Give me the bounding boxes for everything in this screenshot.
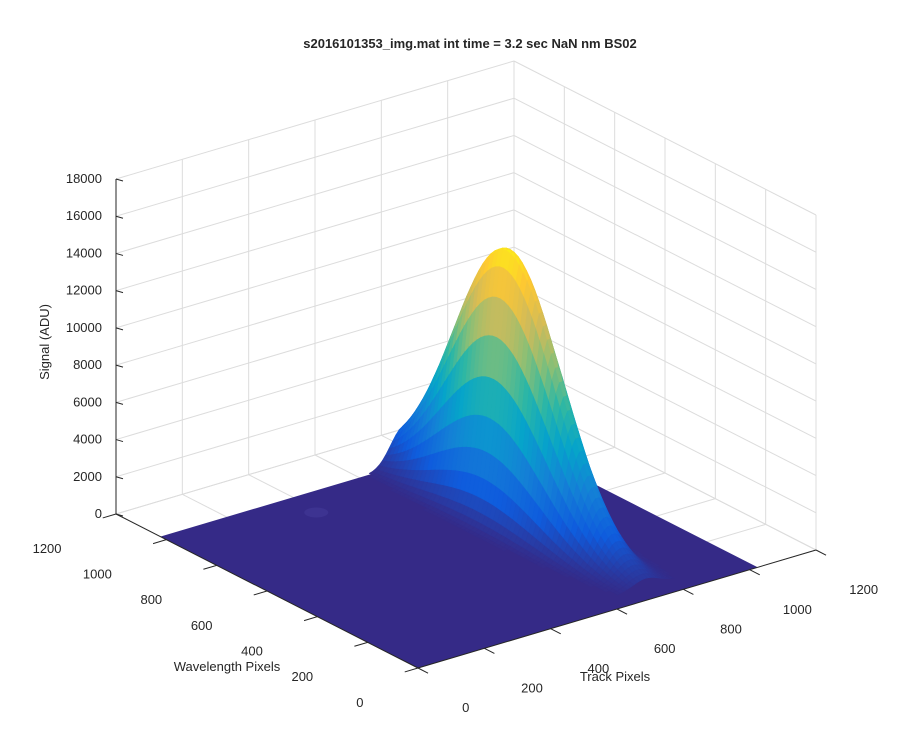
- grid-line: [513, 97, 817, 253]
- y-tick-label: 1000: [83, 566, 112, 581]
- y-tick-label: 0: [356, 695, 363, 710]
- x-tick-label: 600: [654, 641, 676, 656]
- y-tick: [354, 641, 368, 647]
- x-tick-label: 0: [462, 700, 469, 715]
- z-tick-label: 18000: [66, 171, 102, 186]
- z-tick-label: 4000: [73, 432, 102, 447]
- x-tick: [815, 549, 827, 556]
- y-tick: [253, 590, 268, 596]
- x-tick-label: 400: [587, 661, 609, 676]
- grid-line: [513, 134, 817, 290]
- z-axis-label: Signal (ADU): [37, 304, 52, 380]
- surface-patch: [652, 563, 661, 567]
- grid-line: [115, 97, 515, 217]
- chart-title: s2016101353_img.mat int time = 3.2 sec N…: [303, 36, 637, 51]
- grid-line: [513, 60, 817, 216]
- grid-line: [513, 209, 817, 365]
- y-tick: [102, 513, 117, 519]
- y-axis-label: Wavelength Pixels: [174, 659, 281, 674]
- y-tick: [303, 616, 318, 622]
- x-tick: [417, 667, 429, 674]
- surface-patch: [661, 570, 670, 574]
- y-tick-label: 600: [191, 618, 213, 633]
- grid-line: [115, 321, 515, 441]
- z-tick: [115, 178, 124, 182]
- z-tick: [115, 290, 124, 294]
- y-tick: [152, 539, 167, 545]
- grid-line: [513, 246, 817, 402]
- surface-patch: [666, 575, 675, 579]
- grid-line: [115, 60, 515, 180]
- z-tick: [115, 476, 124, 480]
- z-tick-label: 6000: [73, 394, 102, 409]
- surface-base: [160, 435, 758, 668]
- surface: [160, 247, 758, 668]
- x-tick-label: 800: [720, 621, 742, 636]
- z-tick: [115, 401, 124, 405]
- z-tick-label: 0: [95, 506, 102, 521]
- z-tick: [115, 364, 124, 368]
- z-tick-label: 2000: [73, 469, 102, 484]
- surface-bump: [304, 507, 329, 518]
- grid-line: [115, 283, 515, 403]
- z-tick-label: 14000: [66, 245, 102, 260]
- y-tick-label: 400: [241, 643, 263, 658]
- grid-line: [115, 172, 515, 292]
- x-tick-label: 200: [521, 680, 543, 695]
- z-tick: [115, 439, 124, 443]
- z-tick: [115, 252, 124, 256]
- z-tick: [115, 513, 124, 517]
- y-tick-label: 200: [291, 669, 313, 684]
- grid-line: [513, 172, 817, 328]
- z-tick: [115, 215, 124, 219]
- x-tick-label: 1000: [783, 602, 812, 617]
- grid-line: [513, 283, 817, 439]
- grid-line: [115, 134, 515, 254]
- x-tick: [484, 647, 495, 654]
- surface-patch: [635, 552, 644, 556]
- y-tick: [404, 667, 419, 673]
- x-tick: [683, 588, 694, 595]
- x-tick-label: 1200: [849, 582, 878, 597]
- z-tick-label: 10000: [66, 320, 102, 335]
- z-tick-label: 16000: [66, 208, 102, 223]
- x-tick: [749, 569, 760, 576]
- axes: 0200400600800100012000200400600800100012…: [33, 171, 879, 715]
- y-tick-label: 1200: [33, 541, 62, 556]
- x-tick: [616, 608, 628, 615]
- z-tick-label: 8000: [73, 357, 102, 372]
- y-tick-label: 800: [140, 592, 162, 607]
- x-axis-label: Track Pixels: [580, 669, 651, 684]
- grid-line: [115, 246, 515, 366]
- z-tick: [115, 327, 124, 331]
- grid-line: [513, 321, 817, 477]
- z-tick-label: 12000: [66, 283, 102, 298]
- y-tick: [203, 564, 217, 570]
- grid-line: [115, 209, 515, 329]
- x-tick: [550, 628, 561, 635]
